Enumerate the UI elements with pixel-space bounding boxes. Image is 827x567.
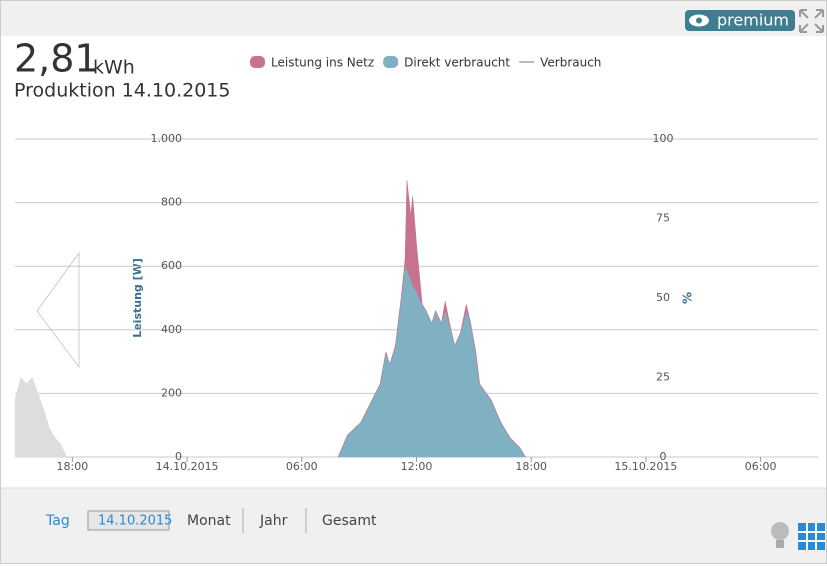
fullscreen-icon[interactable] (799, 9, 824, 33)
x-tick-label: 14.10.2015 (156, 460, 219, 473)
bulb-base (776, 540, 784, 548)
nav-tag[interactable]: Tag (45, 513, 70, 529)
nav-monat[interactable]: Monat (187, 513, 231, 529)
x-tick-label: 15.10.2015 (614, 460, 677, 473)
y-axis-label: Leistung [W] (131, 258, 144, 338)
nav-gesamt[interactable]: Gesamt (322, 513, 377, 529)
y-tick-label: 600 (161, 259, 182, 272)
premium-label: premium (717, 11, 789, 30)
premium-button[interactable] (685, 10, 795, 31)
x-tick-label: 18:00 (57, 460, 89, 473)
legend-swatch (383, 56, 399, 68)
x-tick-label: 12:00 (401, 460, 433, 473)
x-tick-label: 06:00 (286, 460, 318, 473)
y2-tick-label: 100 (653, 132, 674, 145)
total-unit: kWh (93, 57, 135, 79)
prev-arrow[interactable] (36, 251, 80, 369)
y-tick-label: 400 (161, 323, 182, 336)
eye-pupil (696, 17, 702, 24)
x-tick-label: 06:00 (745, 460, 777, 473)
area (14, 376, 68, 458)
y2-axis-label: % (681, 292, 695, 304)
y2-tick-label: 0 (660, 450, 667, 463)
legend-label: Direkt verbraucht (404, 56, 510, 70)
area (337, 265, 526, 458)
date-value: 14.10.2015 (98, 514, 172, 529)
y2-tick-label: 75 (656, 212, 670, 225)
grid-icon[interactable] (798, 523, 825, 550)
date-input[interactable] (87, 510, 170, 531)
nav-jahr[interactable]: Jahr (259, 513, 288, 529)
y-tick-label: 1.000 (151, 132, 183, 145)
y-tick-label: 800 (161, 196, 182, 209)
legend-label: Verbrauch (540, 56, 601, 70)
legend-swatch (250, 56, 265, 68)
bulb-icon[interactable] (771, 522, 789, 540)
y-tick-label: 200 (161, 386, 182, 399)
total-value: 2,81 (14, 37, 99, 81)
y-tick-label: 0 (175, 450, 182, 463)
legend-label: Leistung ins Netz (271, 56, 374, 70)
y2-tick-label: 50 (656, 291, 670, 304)
y2-tick-label: 25 (656, 371, 670, 384)
subtitle: Produktion 14.10.2015 (14, 80, 230, 102)
x-tick-label: 18:00 (515, 460, 547, 473)
